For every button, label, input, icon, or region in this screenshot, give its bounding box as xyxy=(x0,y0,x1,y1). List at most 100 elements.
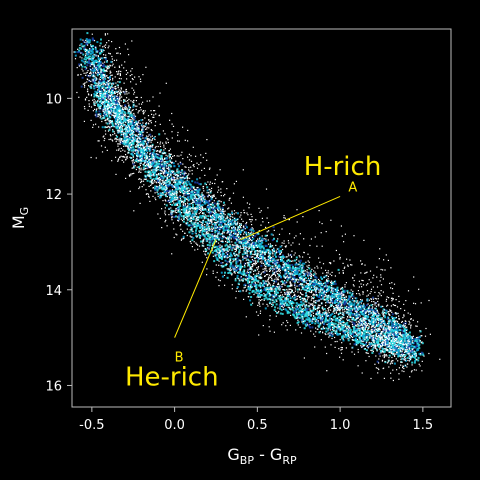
density-cell xyxy=(142,148,145,151)
star-point xyxy=(161,208,163,210)
density-cell xyxy=(231,212,234,214)
density-cell xyxy=(241,253,244,256)
star-point xyxy=(112,134,114,136)
density-cell xyxy=(188,211,191,214)
density-cell xyxy=(229,265,232,268)
density-cell xyxy=(105,84,108,87)
density-cell xyxy=(313,273,316,276)
density-cell xyxy=(161,185,164,187)
density-cell xyxy=(97,68,100,71)
density-cell xyxy=(413,345,416,348)
star-point xyxy=(185,222,187,224)
density-cell xyxy=(271,257,274,260)
density-cell xyxy=(321,297,324,300)
star-point xyxy=(331,287,333,289)
density-cell xyxy=(182,177,185,180)
density-cell xyxy=(337,328,339,331)
star-point xyxy=(370,317,372,319)
density-cell xyxy=(410,345,413,348)
star-point xyxy=(95,77,97,79)
star-point xyxy=(331,302,334,304)
density-cell xyxy=(114,119,117,122)
star-point xyxy=(276,270,278,272)
density-cell xyxy=(406,356,409,359)
density-cell xyxy=(202,198,205,201)
star-point xyxy=(389,349,392,351)
density-cell xyxy=(349,328,352,331)
density-cell xyxy=(244,231,247,233)
density-cell xyxy=(130,113,133,116)
density-cell xyxy=(293,259,296,262)
density-cell xyxy=(353,343,356,346)
density-cell xyxy=(238,242,241,244)
density-cell xyxy=(400,354,403,357)
density-cell xyxy=(295,268,298,271)
star-point xyxy=(233,213,235,215)
star-point xyxy=(182,202,185,204)
density-cell xyxy=(225,243,228,246)
density-cell xyxy=(277,265,280,267)
density-cell xyxy=(279,252,281,255)
star-point xyxy=(173,185,175,188)
star-point xyxy=(388,334,390,337)
density-cell xyxy=(417,356,420,359)
star-point xyxy=(193,224,195,226)
density-cell xyxy=(200,240,202,243)
density-cell xyxy=(175,179,178,182)
density-cell xyxy=(225,229,228,231)
density-cell xyxy=(414,351,417,354)
density-cell xyxy=(191,227,193,230)
density-cell xyxy=(136,130,139,133)
density-cell xyxy=(311,321,314,324)
density-cell xyxy=(352,326,355,328)
density-cell xyxy=(86,61,88,64)
density-cell xyxy=(152,162,154,165)
star-point xyxy=(376,286,379,288)
density-cell xyxy=(374,323,377,326)
density-cell xyxy=(149,133,152,136)
density-cell xyxy=(211,251,214,254)
density-cell xyxy=(236,286,239,289)
density-cell xyxy=(386,327,389,330)
density-cell xyxy=(118,112,121,115)
density-cell xyxy=(306,308,309,310)
star-point xyxy=(328,306,331,308)
density-cell xyxy=(236,260,239,263)
star-point xyxy=(352,331,354,333)
star-point xyxy=(369,270,372,272)
density-cell xyxy=(104,126,107,129)
density-cell xyxy=(188,213,191,216)
star-point xyxy=(133,119,135,121)
density-cell xyxy=(131,127,134,129)
density-cell xyxy=(152,156,155,159)
density-cell xyxy=(267,248,270,251)
density-cell xyxy=(209,233,212,236)
density-cell xyxy=(217,208,220,211)
density-cell xyxy=(245,237,248,240)
star-point xyxy=(370,345,372,347)
density-cell xyxy=(388,350,391,353)
star-point xyxy=(211,220,213,222)
star-point xyxy=(355,319,357,321)
density-cell xyxy=(220,227,223,230)
density-cell xyxy=(112,91,114,94)
density-cell xyxy=(292,265,294,268)
density-cell xyxy=(183,186,186,189)
density-cell xyxy=(138,148,141,151)
star-point xyxy=(246,254,248,256)
star-point xyxy=(373,345,376,347)
density-cell xyxy=(383,343,385,346)
density-cell xyxy=(84,56,87,58)
star-point xyxy=(382,310,384,312)
density-cell xyxy=(201,215,204,217)
density-cell xyxy=(276,311,278,314)
density-cell xyxy=(174,185,177,188)
density-cell xyxy=(280,256,283,258)
density-cell xyxy=(357,307,360,310)
density-cell xyxy=(214,253,217,256)
star-point xyxy=(384,334,386,337)
density-cell xyxy=(250,277,252,279)
star-point xyxy=(182,189,184,191)
density-cell xyxy=(363,334,366,337)
density-cell xyxy=(360,311,363,314)
